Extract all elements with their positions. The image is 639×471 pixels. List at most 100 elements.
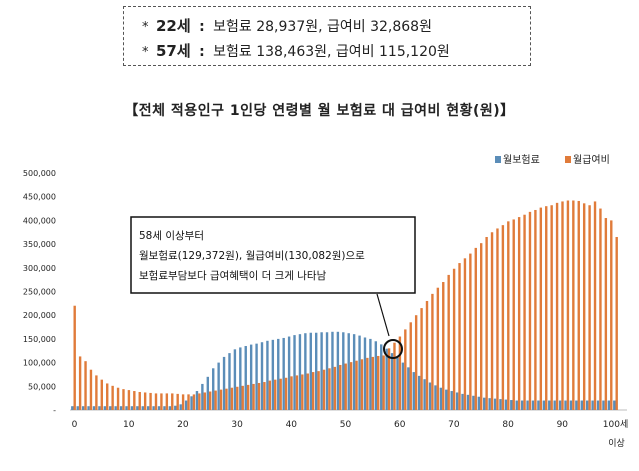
- bar-benefit: [209, 391, 212, 410]
- bar-benefit: [143, 392, 147, 410]
- bar-benefit: [377, 355, 380, 410]
- bar-benefit: [333, 366, 337, 410]
- bar-benefit: [517, 217, 521, 410]
- bar-benefit: [241, 385, 244, 410]
- annotation-line: 보험료부담보다 급여혜택이 더 크게 나타남: [139, 270, 327, 282]
- bar-benefit: [89, 369, 93, 410]
- bar-benefit: [246, 384, 250, 410]
- bar-benefit: [474, 247, 477, 410]
- y-tick-label: 150,000: [23, 335, 56, 344]
- bar-premium: [602, 400, 605, 410]
- bar-premium: [515, 400, 518, 410]
- bar-benefit: [106, 383, 109, 410]
- bar-benefit: [295, 375, 299, 410]
- legend-label-premium: 월보험료: [503, 154, 540, 166]
- bar-premium: [607, 400, 611, 410]
- bar-benefit: [398, 336, 402, 410]
- age-label: 22세: [155, 17, 191, 35]
- x-tick-label: 80: [502, 420, 514, 430]
- bar-premium: [569, 400, 573, 410]
- bar-benefit: [355, 360, 358, 410]
- bar-premium: [445, 389, 448, 410]
- y-tick-label: 350,000: [23, 240, 56, 249]
- summary-box: * 22세 : 보험료 28,937원, 급여비 32,868원 * 57세 :…: [123, 6, 531, 66]
- bar-benefit: [306, 373, 309, 410]
- bar-benefit: [414, 315, 418, 410]
- annotation-box: [130, 216, 416, 294]
- bar-benefit: [116, 387, 120, 410]
- age-label: 57세: [155, 42, 191, 60]
- bar-premium: [380, 344, 383, 410]
- bar-benefit: [545, 206, 548, 410]
- x-tick-label: 20: [177, 420, 189, 430]
- crossover-circle: [383, 339, 403, 359]
- bar-benefit: [360, 359, 364, 410]
- bar-benefit: [490, 232, 494, 410]
- bar-premium: [553, 400, 556, 410]
- x-tick-label: 30: [231, 420, 243, 430]
- bar-premium: [109, 406, 112, 410]
- colon: :: [199, 19, 205, 35]
- bar-premium: [325, 332, 329, 410]
- bar-premium: [282, 337, 285, 410]
- bar-benefit: [328, 368, 331, 410]
- bar-benefit: [496, 228, 499, 410]
- bar-benefit: [431, 293, 434, 410]
- bar-premium: [613, 400, 616, 410]
- bar-benefit: [290, 376, 293, 410]
- bar-premium: [477, 396, 480, 410]
- bar-benefit: [593, 201, 597, 410]
- bar-premium: [179, 404, 182, 410]
- bar-benefit: [469, 253, 472, 410]
- colon: :: [199, 44, 205, 60]
- annotation-arrow: [376, 293, 390, 337]
- bar-benefit: [274, 379, 277, 410]
- bar-benefit: [73, 305, 76, 410]
- bar-benefit: [539, 207, 543, 410]
- summary-text: 보험료 28,937원, 급여비 32,868원: [213, 19, 432, 35]
- bar-benefit: [420, 308, 423, 410]
- bar-premium: [591, 400, 594, 410]
- bar-benefit: [610, 220, 613, 410]
- bar-benefit: [561, 201, 564, 410]
- bar-benefit: [344, 363, 347, 410]
- bar-benefit: [566, 200, 570, 410]
- bar-benefit: [84, 361, 87, 410]
- bar-benefit: [268, 380, 272, 410]
- bar-premium: [201, 383, 204, 410]
- y-tick-label: 200,000: [23, 311, 56, 320]
- bar-premium: [412, 372, 415, 410]
- bar-benefit: [534, 209, 537, 410]
- bar-benefit: [582, 203, 586, 410]
- x-tick-label: 90: [557, 420, 569, 430]
- bar-benefit: [322, 369, 326, 410]
- bar-premium: [119, 406, 123, 410]
- bar-premium: [298, 334, 302, 410]
- bar-premium: [531, 400, 535, 410]
- legend-label-benefit: 월급여비: [573, 154, 610, 166]
- bar-premium: [304, 333, 307, 410]
- summary-row-22: * 22세 : 보험료 28,937원, 급여비 32,868원: [142, 15, 432, 36]
- y-tick-label: 100,000: [23, 359, 56, 368]
- bar-benefit: [279, 378, 282, 410]
- bar-benefit: [149, 392, 152, 410]
- bar-premium: [564, 400, 567, 410]
- annotation-line: 58세 이상부터: [139, 230, 204, 242]
- bar-premium: [580, 400, 583, 410]
- summary-text: 보험료 138,463원, 급여비 115,120원: [213, 44, 450, 60]
- bar-benefit: [284, 377, 288, 410]
- bar-benefit: [154, 393, 158, 410]
- bar-premium: [271, 339, 275, 410]
- bar-benefit: [588, 205, 591, 410]
- x-tick-label: 40: [286, 420, 298, 430]
- x-tick-label: 100세: [603, 419, 628, 430]
- bar-benefit: [214, 390, 217, 410]
- bar-premium: [103, 406, 107, 410]
- bar-benefit: [599, 208, 602, 410]
- bar-premium: [206, 376, 209, 410]
- bar-premium: [212, 368, 215, 410]
- bar-benefit: [203, 392, 206, 410]
- bar-premium: [136, 406, 139, 410]
- bar-benefit: [528, 211, 532, 410]
